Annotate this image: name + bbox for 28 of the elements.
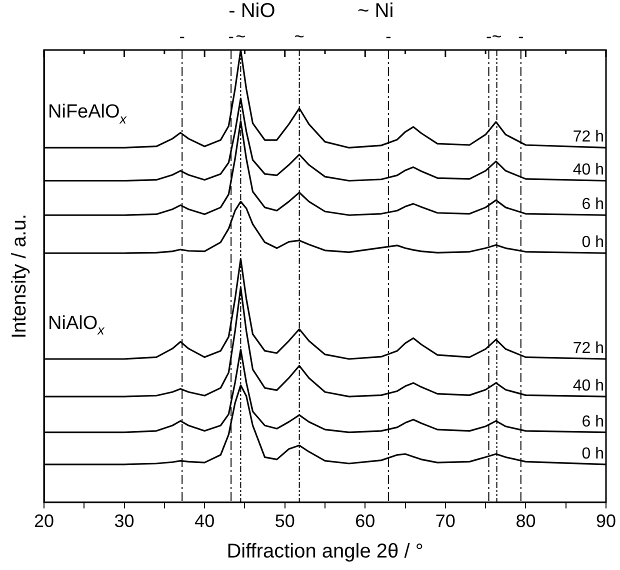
x-axis-title: Diffraction angle 2θ / ° (226, 540, 424, 563)
series-label: 0 h (582, 445, 604, 462)
x-tick-label: 70 (435, 511, 456, 532)
ref-line-label: - (228, 27, 234, 46)
series-label: 40 h (572, 378, 604, 395)
ref-line-label: - (386, 27, 392, 46)
series-label: 72 h (572, 340, 604, 357)
ref-line-label: ~ (236, 27, 246, 46)
series-label: 6 h (582, 196, 604, 214)
x-tick-label: 30 (114, 511, 134, 532)
y-axis-title: Intensity / a.u. (8, 214, 31, 338)
ref-line-label: - (486, 27, 492, 46)
x-tick-label: 80 (516, 511, 536, 532)
series-label: 72 h (572, 128, 604, 146)
text: - NiO (228, 0, 276, 22)
ref-line-label: - (518, 27, 524, 46)
series-label: 0 h (582, 234, 604, 252)
text: ~ Ni (358, 0, 394, 22)
series-label: 6 h (582, 413, 604, 430)
x-tick-label: 50 (274, 511, 295, 532)
x-tick-label: 40 (194, 511, 215, 532)
series-label: 40 h (572, 162, 604, 179)
ref-line-label: - (179, 27, 185, 46)
ref-line-label: ~ (492, 27, 502, 46)
ref-line-label: ~ (294, 27, 304, 46)
x-tick-label: 60 (355, 511, 376, 532)
x-tick-label: 90 (596, 511, 616, 532)
x-tick-label: 20 (34, 511, 54, 532)
